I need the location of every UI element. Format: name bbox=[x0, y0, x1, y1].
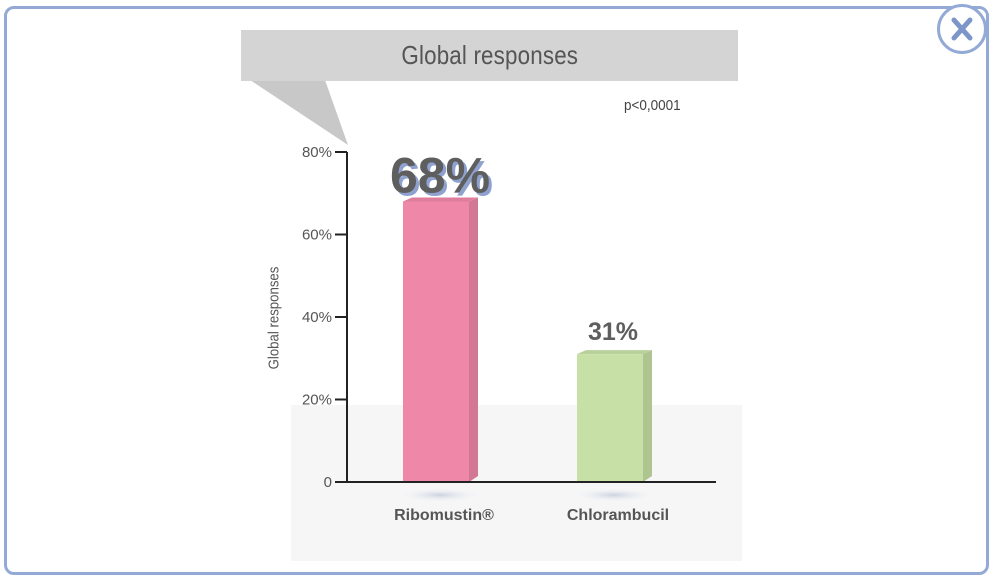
category-label: Ribomustin® bbox=[394, 507, 494, 524]
p-value-annotation: p<0,0001 bbox=[624, 97, 681, 114]
bar-value-label: 31% bbox=[588, 318, 638, 346]
y-tick-label: 60% bbox=[302, 227, 332, 244]
bar bbox=[577, 354, 643, 482]
bar-side bbox=[643, 350, 652, 482]
bar-value-label-shadow: 68% bbox=[393, 151, 493, 207]
category-label: Chlorambucil bbox=[567, 507, 669, 524]
bar-top bbox=[403, 197, 478, 202]
y-tick-label: 20% bbox=[302, 392, 332, 409]
close-x-icon bbox=[951, 17, 973, 41]
bar-top bbox=[577, 350, 652, 355]
y-tick-label: 40% bbox=[302, 309, 332, 326]
bar-floor-shadow bbox=[392, 487, 488, 503]
bar-side bbox=[469, 197, 478, 482]
bar-floor-shadow bbox=[566, 487, 662, 503]
y-tick-label: 80% bbox=[302, 144, 332, 161]
bar-value-label: 68% bbox=[390, 148, 490, 204]
bar bbox=[403, 201, 469, 482]
chart-title: Global responses bbox=[401, 40, 578, 70]
chart-title-banner: Global responses bbox=[241, 30, 738, 81]
close-button[interactable] bbox=[937, 4, 987, 54]
y-tick-label: 0 bbox=[324, 474, 332, 491]
